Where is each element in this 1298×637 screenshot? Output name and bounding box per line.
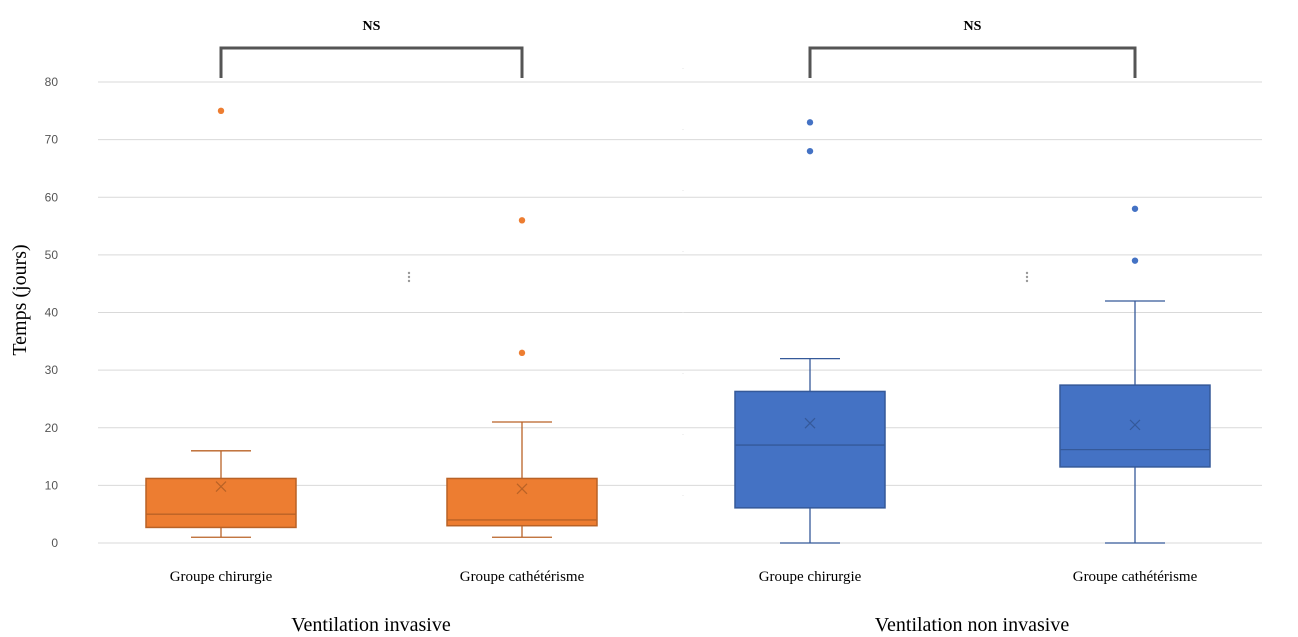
- divider-dot: [407, 271, 411, 275]
- y-tick-label: 50: [45, 248, 59, 262]
- x-axis-labels: Groupe chirurgie Groupe cathétérisme Venti…: [170, 569, 1198, 636]
- mean-marker: [804, 417, 816, 429]
- box-plot: [446, 217, 598, 538]
- significance-brackets: NS NS: [219, 19, 1137, 78]
- box-iqr: [446, 477, 598, 527]
- panel-separators: [407, 68, 1029, 556]
- significance-label: NS: [964, 19, 982, 34]
- y-tick-label: 30: [45, 363, 59, 377]
- outlier-point: [518, 217, 526, 224]
- significance-bracket: [219, 46, 524, 78]
- y-tick-label: 60: [45, 190, 59, 204]
- mean-marker: [516, 483, 528, 495]
- mean-marker: [215, 481, 227, 492]
- divider-dots: [1025, 271, 1029, 283]
- outlier-point: [217, 107, 225, 115]
- significance-label: NS: [363, 19, 381, 34]
- y-tick-label: 70: [45, 133, 59, 147]
- x-tick-label: Groupe chirurgie: [759, 569, 862, 585]
- box-plot: [734, 119, 886, 544]
- y-tick-label: 40: [45, 306, 59, 320]
- panel-label: Ventilation invasive: [291, 614, 451, 636]
- divider-dot: [1025, 275, 1029, 279]
- y-tick-label: 0: [51, 536, 58, 550]
- box-plots: [145, 107, 1211, 544]
- mean-marker: [1129, 419, 1141, 431]
- y-tick-label: 20: [45, 421, 59, 435]
- y-axis: 0 10 20 30 40 50 60 70 80: [45, 75, 59, 550]
- outlier-point: [1131, 205, 1139, 212]
- divider-dot: [1025, 271, 1029, 275]
- divider-dots: [407, 271, 411, 283]
- divider-dot: [407, 275, 411, 279]
- outlier-point: [806, 119, 814, 126]
- x-tick-label: Groupe chirurgie: [170, 569, 273, 585]
- box-plot: [145, 107, 297, 538]
- y-tick-label: 10: [45, 478, 59, 492]
- x-tick-label: Groupe cathétérisme: [460, 569, 585, 585]
- panel-label: Ventilation non invasive: [875, 614, 1070, 636]
- box-iqr: [1059, 384, 1211, 468]
- outlier-point: [806, 147, 814, 155]
- divider-dot: [407, 279, 411, 283]
- y-tick-label: 80: [45, 75, 59, 89]
- x-tick-label: Groupe cathétérisme: [1073, 569, 1198, 585]
- significance-bracket: [808, 46, 1137, 78]
- outlier-point: [518, 349, 526, 357]
- y-axis-label: Temps (jours): [9, 244, 31, 355]
- box-iqr: [734, 390, 886, 509]
- divider-dot: [1025, 279, 1029, 283]
- gridlines: [98, 81, 1262, 544]
- outlier-point: [1131, 257, 1139, 264]
- box-plot: [1059, 205, 1211, 544]
- box-iqr: [145, 477, 297, 529]
